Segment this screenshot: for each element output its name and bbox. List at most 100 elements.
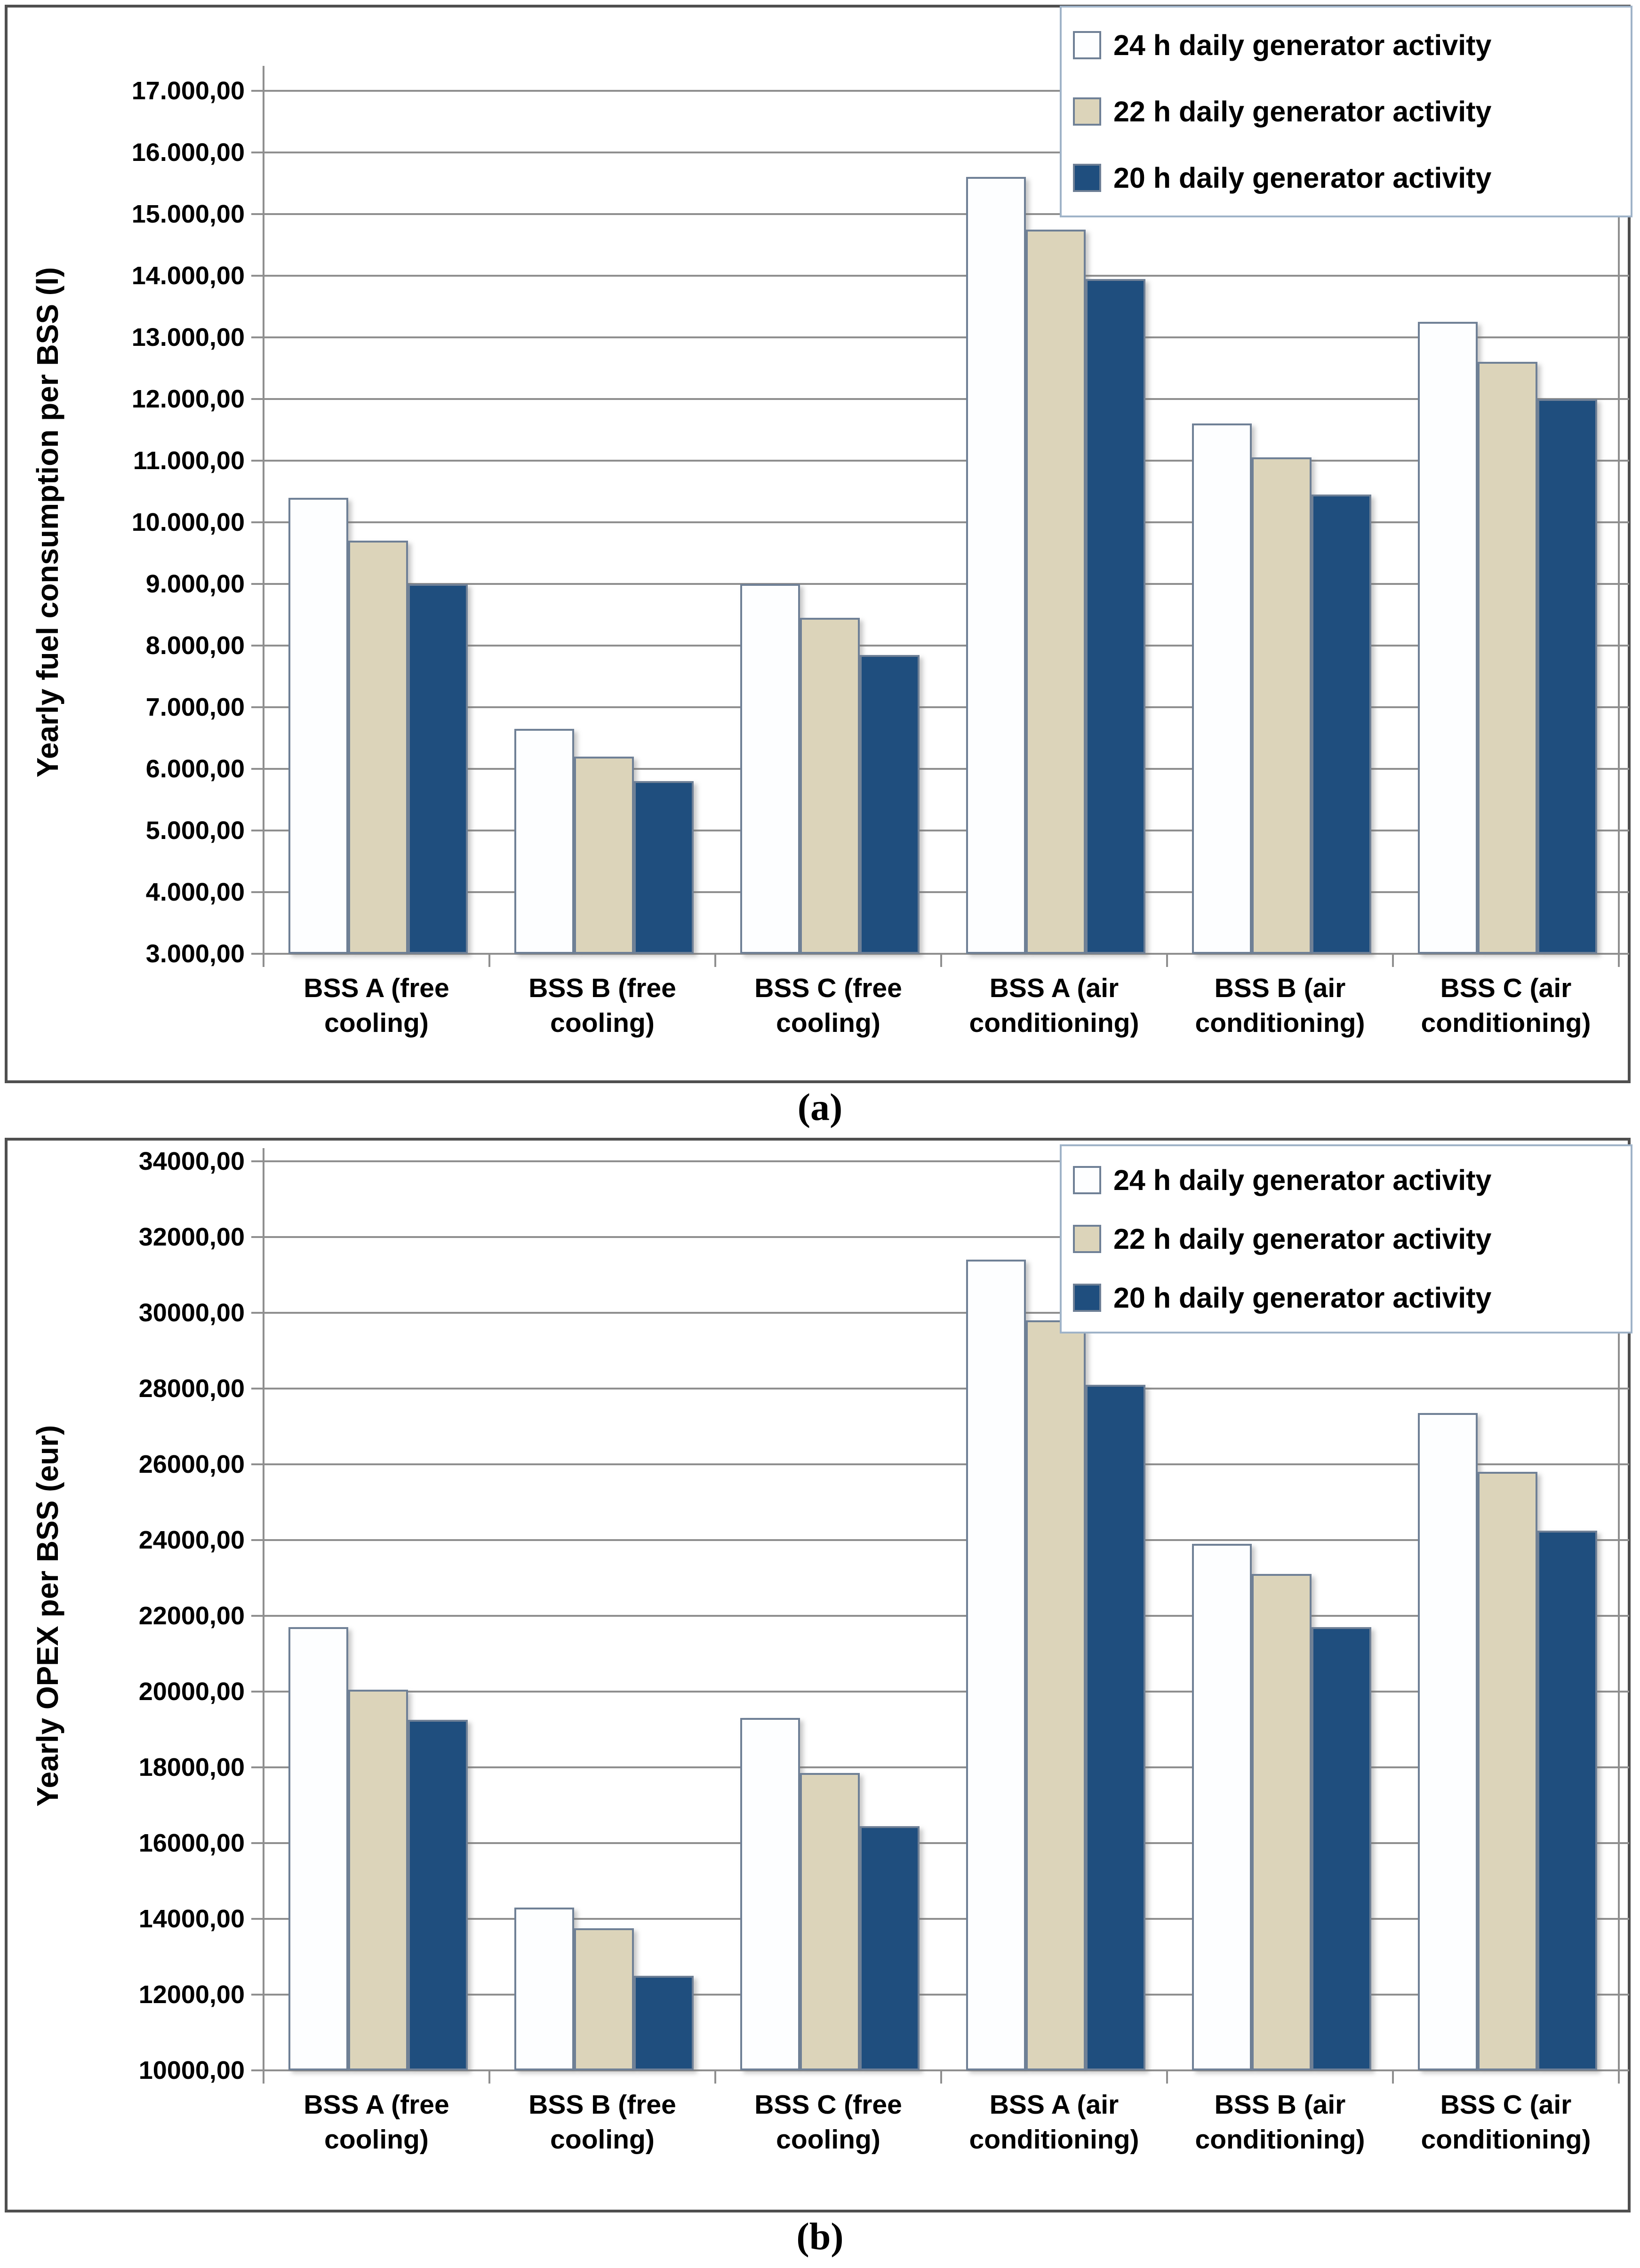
bar — [800, 618, 860, 954]
y-axis-tick — [251, 1842, 264, 1844]
bar — [574, 1928, 634, 2070]
y-axis-tick — [251, 1539, 264, 1541]
y-axis-tick — [251, 768, 264, 770]
bar — [1252, 1574, 1312, 2070]
gridline — [264, 830, 1629, 831]
y-axis-tick — [251, 1615, 264, 1617]
legend: 24 h daily generator activity 22 h daily … — [1060, 1144, 1632, 1334]
bar — [408, 584, 468, 954]
x-axis-line — [264, 953, 1629, 955]
category-label-line: cooling) — [776, 2124, 880, 2155]
x-axis-line — [264, 2069, 1629, 2071]
bar — [1086, 279, 1145, 954]
bar — [1537, 399, 1597, 954]
category-label: BSS C (air conditioning) — [1393, 2087, 1619, 2157]
gridline — [264, 1766, 1629, 1768]
legend-item-label: 20 h daily generator activity — [1113, 1281, 1492, 1314]
bar — [408, 1720, 468, 2070]
x-axis-tick — [488, 954, 490, 967]
bar — [1418, 322, 1478, 954]
gridline — [264, 768, 1629, 770]
y-tick-label: 8.000,00 — [145, 631, 245, 660]
bar — [1478, 362, 1537, 954]
bar — [1537, 1530, 1597, 2070]
gridline — [264, 152, 1629, 153]
bar — [1192, 1544, 1252, 2070]
gridline — [264, 336, 1629, 338]
y-axis-tick — [251, 398, 264, 400]
category-label-line: conditioning) — [1421, 2124, 1591, 2155]
x-axis-tick — [1618, 2070, 1620, 2084]
gridline — [264, 1539, 1629, 1541]
category-label-line: BSS B (free — [528, 2090, 676, 2120]
y-tick-label: 28000,00 — [138, 1374, 245, 1403]
y-tick-label: 13.000,00 — [131, 323, 245, 351]
gridline — [264, 1236, 1629, 1238]
bar — [348, 1689, 408, 2070]
gridline — [264, 706, 1629, 708]
gridline — [264, 1918, 1629, 1920]
category-label-line: BSS B (free — [528, 973, 676, 1003]
bar — [1312, 1627, 1371, 2070]
y-axis-tick — [251, 1766, 264, 1768]
legend-swatch — [1073, 163, 1101, 192]
legend-swatch — [1073, 1166, 1101, 1195]
y-axis-line — [263, 1148, 264, 2070]
bar — [1252, 457, 1312, 954]
legend-swatch — [1073, 31, 1101, 60]
category-label-line: conditioning) — [1421, 1008, 1591, 1038]
gridline — [264, 398, 1629, 400]
gridline — [264, 1691, 1629, 1693]
y-tick-label: 10000,00 — [138, 2056, 245, 2084]
bar — [1026, 229, 1086, 954]
gridline — [264, 1160, 1629, 1162]
category-label: BSS B (air conditioning) — [1167, 971, 1393, 1040]
y-axis-line — [263, 66, 264, 954]
y-tick-label: 32000,00 — [138, 1223, 245, 1251]
y-axis-tick — [251, 521, 264, 523]
gridline — [264, 213, 1629, 215]
bar — [966, 177, 1026, 954]
bar — [740, 584, 800, 954]
y-axis-tick — [251, 90, 264, 92]
category-label: BSS A (free cooling) — [264, 971, 489, 1040]
bar — [574, 756, 634, 954]
x-axis-tick — [1618, 954, 1620, 967]
y-axis-tick — [251, 275, 264, 277]
y-tick-label: 30000,00 — [138, 1299, 245, 1327]
y-tick-label: 12000,00 — [138, 1981, 245, 2009]
legend-swatch — [1073, 1224, 1101, 1253]
y-tick-label: 12.000,00 — [131, 385, 245, 413]
category-label-line: BSS A (air — [989, 973, 1119, 1003]
bar — [1418, 1413, 1478, 2070]
category-label-line: BSS B (air — [1214, 2090, 1346, 2120]
gridline — [264, 275, 1629, 277]
y-tick-label: 24000,00 — [138, 1526, 245, 1554]
y-tick-label: 18000,00 — [138, 1753, 245, 1781]
x-axis-tick — [263, 2070, 264, 2084]
gridline — [264, 1312, 1629, 1314]
y-tick-label: 16000,00 — [138, 1829, 245, 1857]
y-axis-tick — [251, 152, 264, 153]
y-axis-tick — [251, 460, 264, 462]
y-axis-tick — [251, 1994, 264, 1996]
category-label-line: BSS A (free — [304, 973, 449, 1003]
gridline — [264, 1842, 1629, 1844]
gridline — [264, 1615, 1629, 1617]
y-axis-tick — [251, 336, 264, 338]
category-label: BSS A (air conditioning) — [941, 2087, 1167, 2157]
category-label: BSS B (free cooling) — [489, 971, 715, 1040]
category-label-line: conditioning) — [969, 2124, 1139, 2155]
legend-item-label: 22 h daily generator activity — [1113, 95, 1492, 128]
y-tick-label: 7.000,00 — [145, 693, 245, 721]
bar — [348, 541, 408, 954]
y-tick-label: 20000,00 — [138, 1677, 245, 1706]
x-axis-tick — [263, 954, 264, 967]
category-label-line: BSS C (free — [754, 973, 902, 1003]
legend-item: 20 h daily generator activity — [1073, 161, 1631, 194]
category-label-line: cooling) — [324, 1008, 429, 1038]
legend-item: 24 h daily generator activity — [1073, 1164, 1631, 1197]
y-axis-tick — [251, 891, 264, 893]
x-axis-tick — [488, 2070, 490, 2084]
category-label: BSS A (air conditioning) — [941, 971, 1167, 1040]
